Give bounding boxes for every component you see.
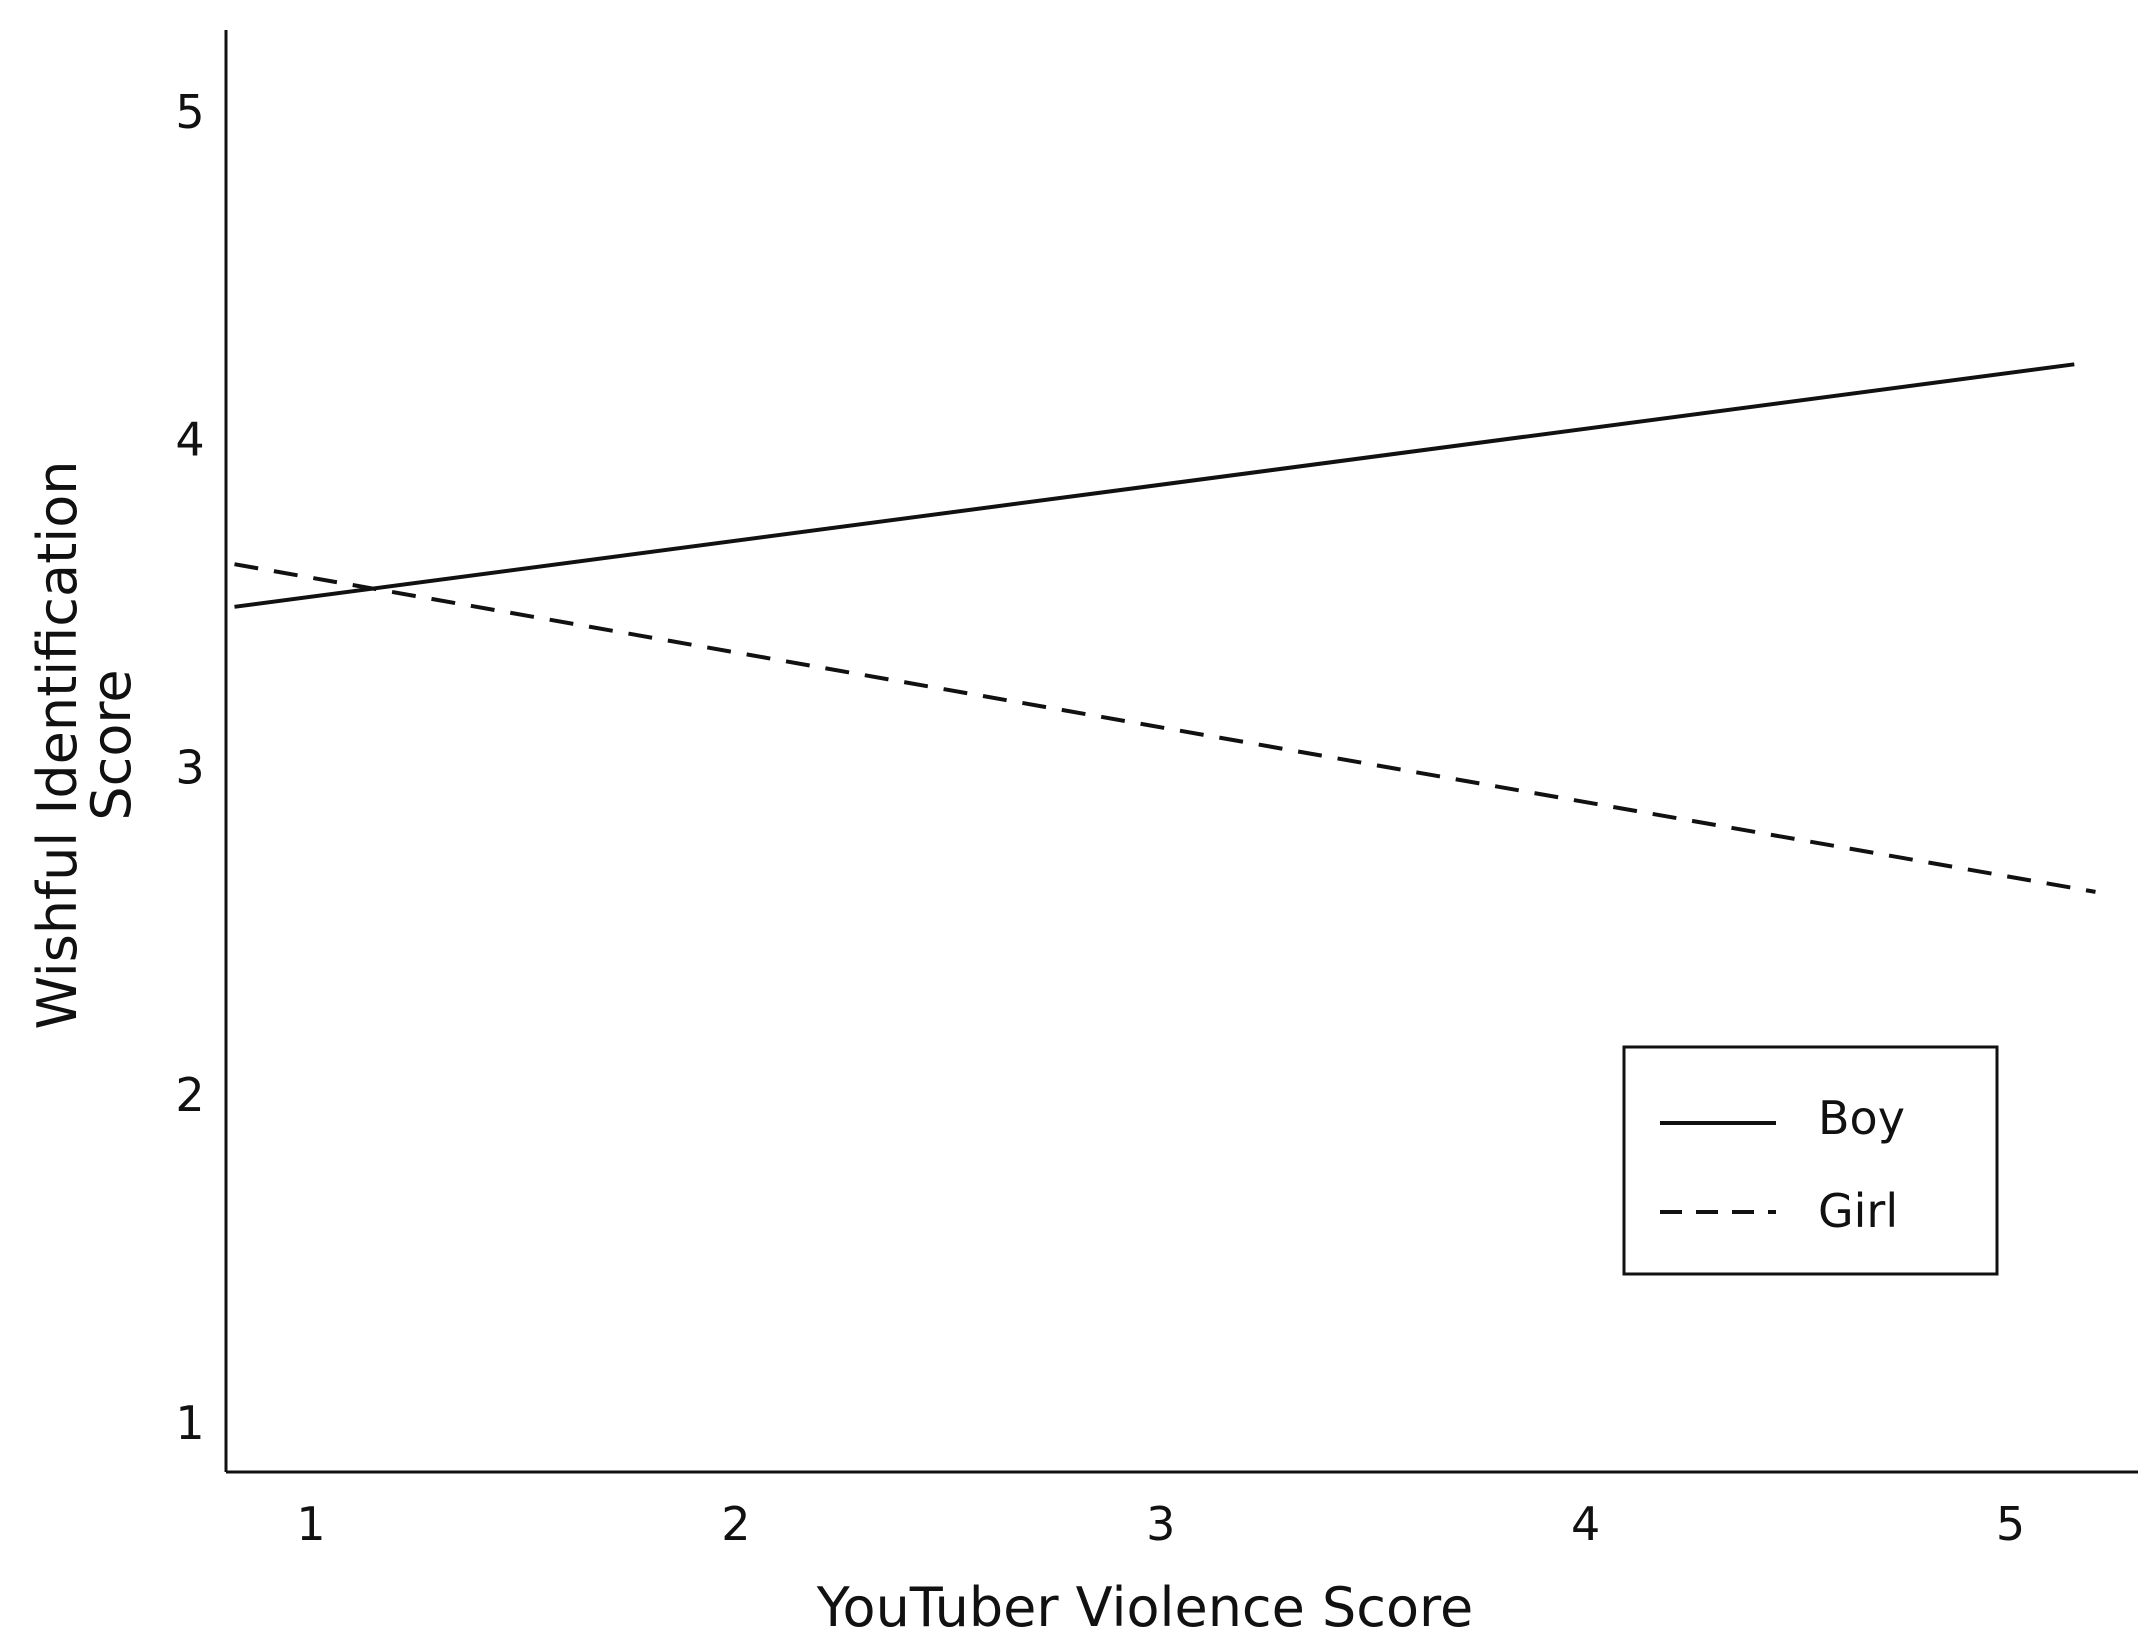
y-tick-label: 4 bbox=[175, 413, 204, 467]
y-axis-ticks: 1 2 3 4 5 bbox=[175, 85, 204, 1450]
y-tick-label: 1 bbox=[175, 1396, 204, 1450]
legend-label-boy: Boy bbox=[1818, 1091, 1905, 1145]
legend-label-girl: Girl bbox=[1818, 1184, 1898, 1238]
series-line-boy bbox=[234, 362, 2075, 609]
x-axis-ticks: 1 2 3 4 5 bbox=[296, 1497, 2025, 1551]
series-layer bbox=[234, 362, 2096, 894]
y-axis-title-line-2: Score bbox=[80, 669, 143, 820]
x-tick-label: 3 bbox=[1146, 1497, 1175, 1551]
y-tick-label: 5 bbox=[175, 85, 204, 139]
legend-box bbox=[1622, 1045, 1999, 1276]
x-tick-label: 4 bbox=[1571, 1497, 1600, 1551]
series-line-girl bbox=[234, 562, 2096, 894]
x-tick-label: 5 bbox=[1996, 1497, 2025, 1551]
x-tick-label: 2 bbox=[721, 1497, 750, 1551]
x-tick-label: 1 bbox=[296, 1497, 325, 1551]
y-tick-label: 3 bbox=[175, 740, 204, 794]
y-tick-label: 2 bbox=[175, 1068, 204, 1122]
y-axis-title: Wishful Identification Score bbox=[26, 460, 143, 1029]
x-axis-title: YouTuber Violence Score bbox=[816, 1576, 1474, 1639]
legend: Boy Girl bbox=[1622, 1045, 1999, 1276]
y-axis-title-line-1: Wishful Identification bbox=[26, 460, 89, 1029]
